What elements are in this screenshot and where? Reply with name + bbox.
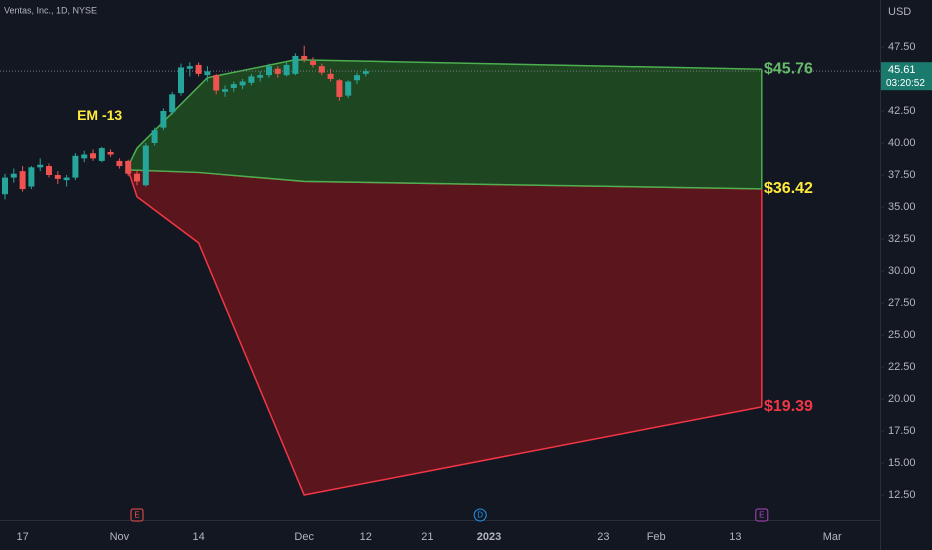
x-tick-label: 12 [360,531,372,543]
y-tick-label: 25.00 [888,329,916,341]
candle-body [169,94,176,113]
x-tick-label: Dec [294,531,314,543]
currency: USD [888,6,911,18]
candle-body [213,75,220,91]
y-tick-label: 40.00 [888,137,916,149]
x-tick-label: 17 [16,531,28,543]
x-tick-label: Nov [110,531,130,543]
y-tick-label: 20.00 [888,393,916,405]
y-tick-label: 32.50 [888,233,916,245]
candle-body [54,174,61,179]
x-tick-label: Mar [823,531,842,543]
candle-body [257,75,264,78]
candle-body [72,155,79,178]
candle-body [134,173,140,182]
chart-title: Ventas, Inc., 1D, NYSE [4,5,97,15]
candle-body [37,164,44,168]
plot [0,45,880,496]
candle-body [327,73,334,79]
band-area [128,169,762,496]
candle-body [204,71,211,76]
annotation: EM -13 [77,107,122,123]
event-label: D [477,511,483,520]
candle-body [46,166,52,175]
candle-body [310,61,316,65]
band-area [128,59,762,189]
candle-body [318,66,325,73]
candle-body [248,76,255,83]
x-tick-label: Feb [647,531,666,543]
candle-body [107,151,114,155]
candle-body [2,177,8,195]
countdown: 03:20:52 [886,78,925,89]
candle-body [239,81,246,86]
y-tick-label: 17.50 [888,425,916,437]
y-tick-label: 12.50 [888,489,916,501]
candle-body [28,167,35,187]
candle-body [292,55,299,74]
candle-body [362,71,369,74]
candle-body [195,64,202,74]
event-marker [755,508,769,522]
y-tick-label: 47.50 [888,41,916,53]
last-price: 45.61 [888,64,916,76]
candle-body [354,75,360,81]
candle-body [81,154,88,159]
y-tick-label: 22.50 [888,361,916,373]
candle-body [116,160,123,167]
x-tick-label: 14 [192,531,204,543]
band-edge [127,169,762,496]
target-label: $36.42 [764,180,813,197]
candle-body [63,177,70,181]
event-label: E [759,511,764,520]
candle-body [186,66,193,69]
candle-body [345,81,352,96]
target-label: $45.76 [764,60,813,77]
candle-body [90,153,96,159]
y-tick-label: 15.00 [888,457,916,469]
x-tick-label: 23 [597,531,609,543]
candle-body [336,80,343,97]
event-marker [130,508,144,522]
y-tick-label: 37.50 [888,169,916,181]
x-tick-label: 13 [729,531,741,543]
x-tick-label: 2023 [477,531,501,543]
y-tick-label: 27.50 [888,297,916,309]
last-price-box [881,62,932,91]
band-edge [128,169,762,190]
candle-body [301,55,308,60]
candle-body [274,68,281,74]
candle-body [142,145,149,186]
x-tick-label: 21 [421,531,433,543]
y-tick-label: 35.00 [888,201,916,213]
candle-body [98,148,105,161]
candle-body [160,110,167,128]
candle-body [230,84,237,88]
target-label: $19.39 [764,398,813,415]
candle-body [19,171,26,190]
candle-body [222,89,228,92]
candle-body [151,130,158,143]
event-label: E [134,511,139,520]
candle-body [283,64,290,76]
candle-body [125,160,132,174]
y-tick-label: 30.00 [888,265,916,277]
candle-body [266,66,272,76]
y-tick-label: 42.50 [888,105,916,117]
candle-body [178,67,184,94]
event-marker [473,508,487,522]
candle-body [10,173,17,178]
